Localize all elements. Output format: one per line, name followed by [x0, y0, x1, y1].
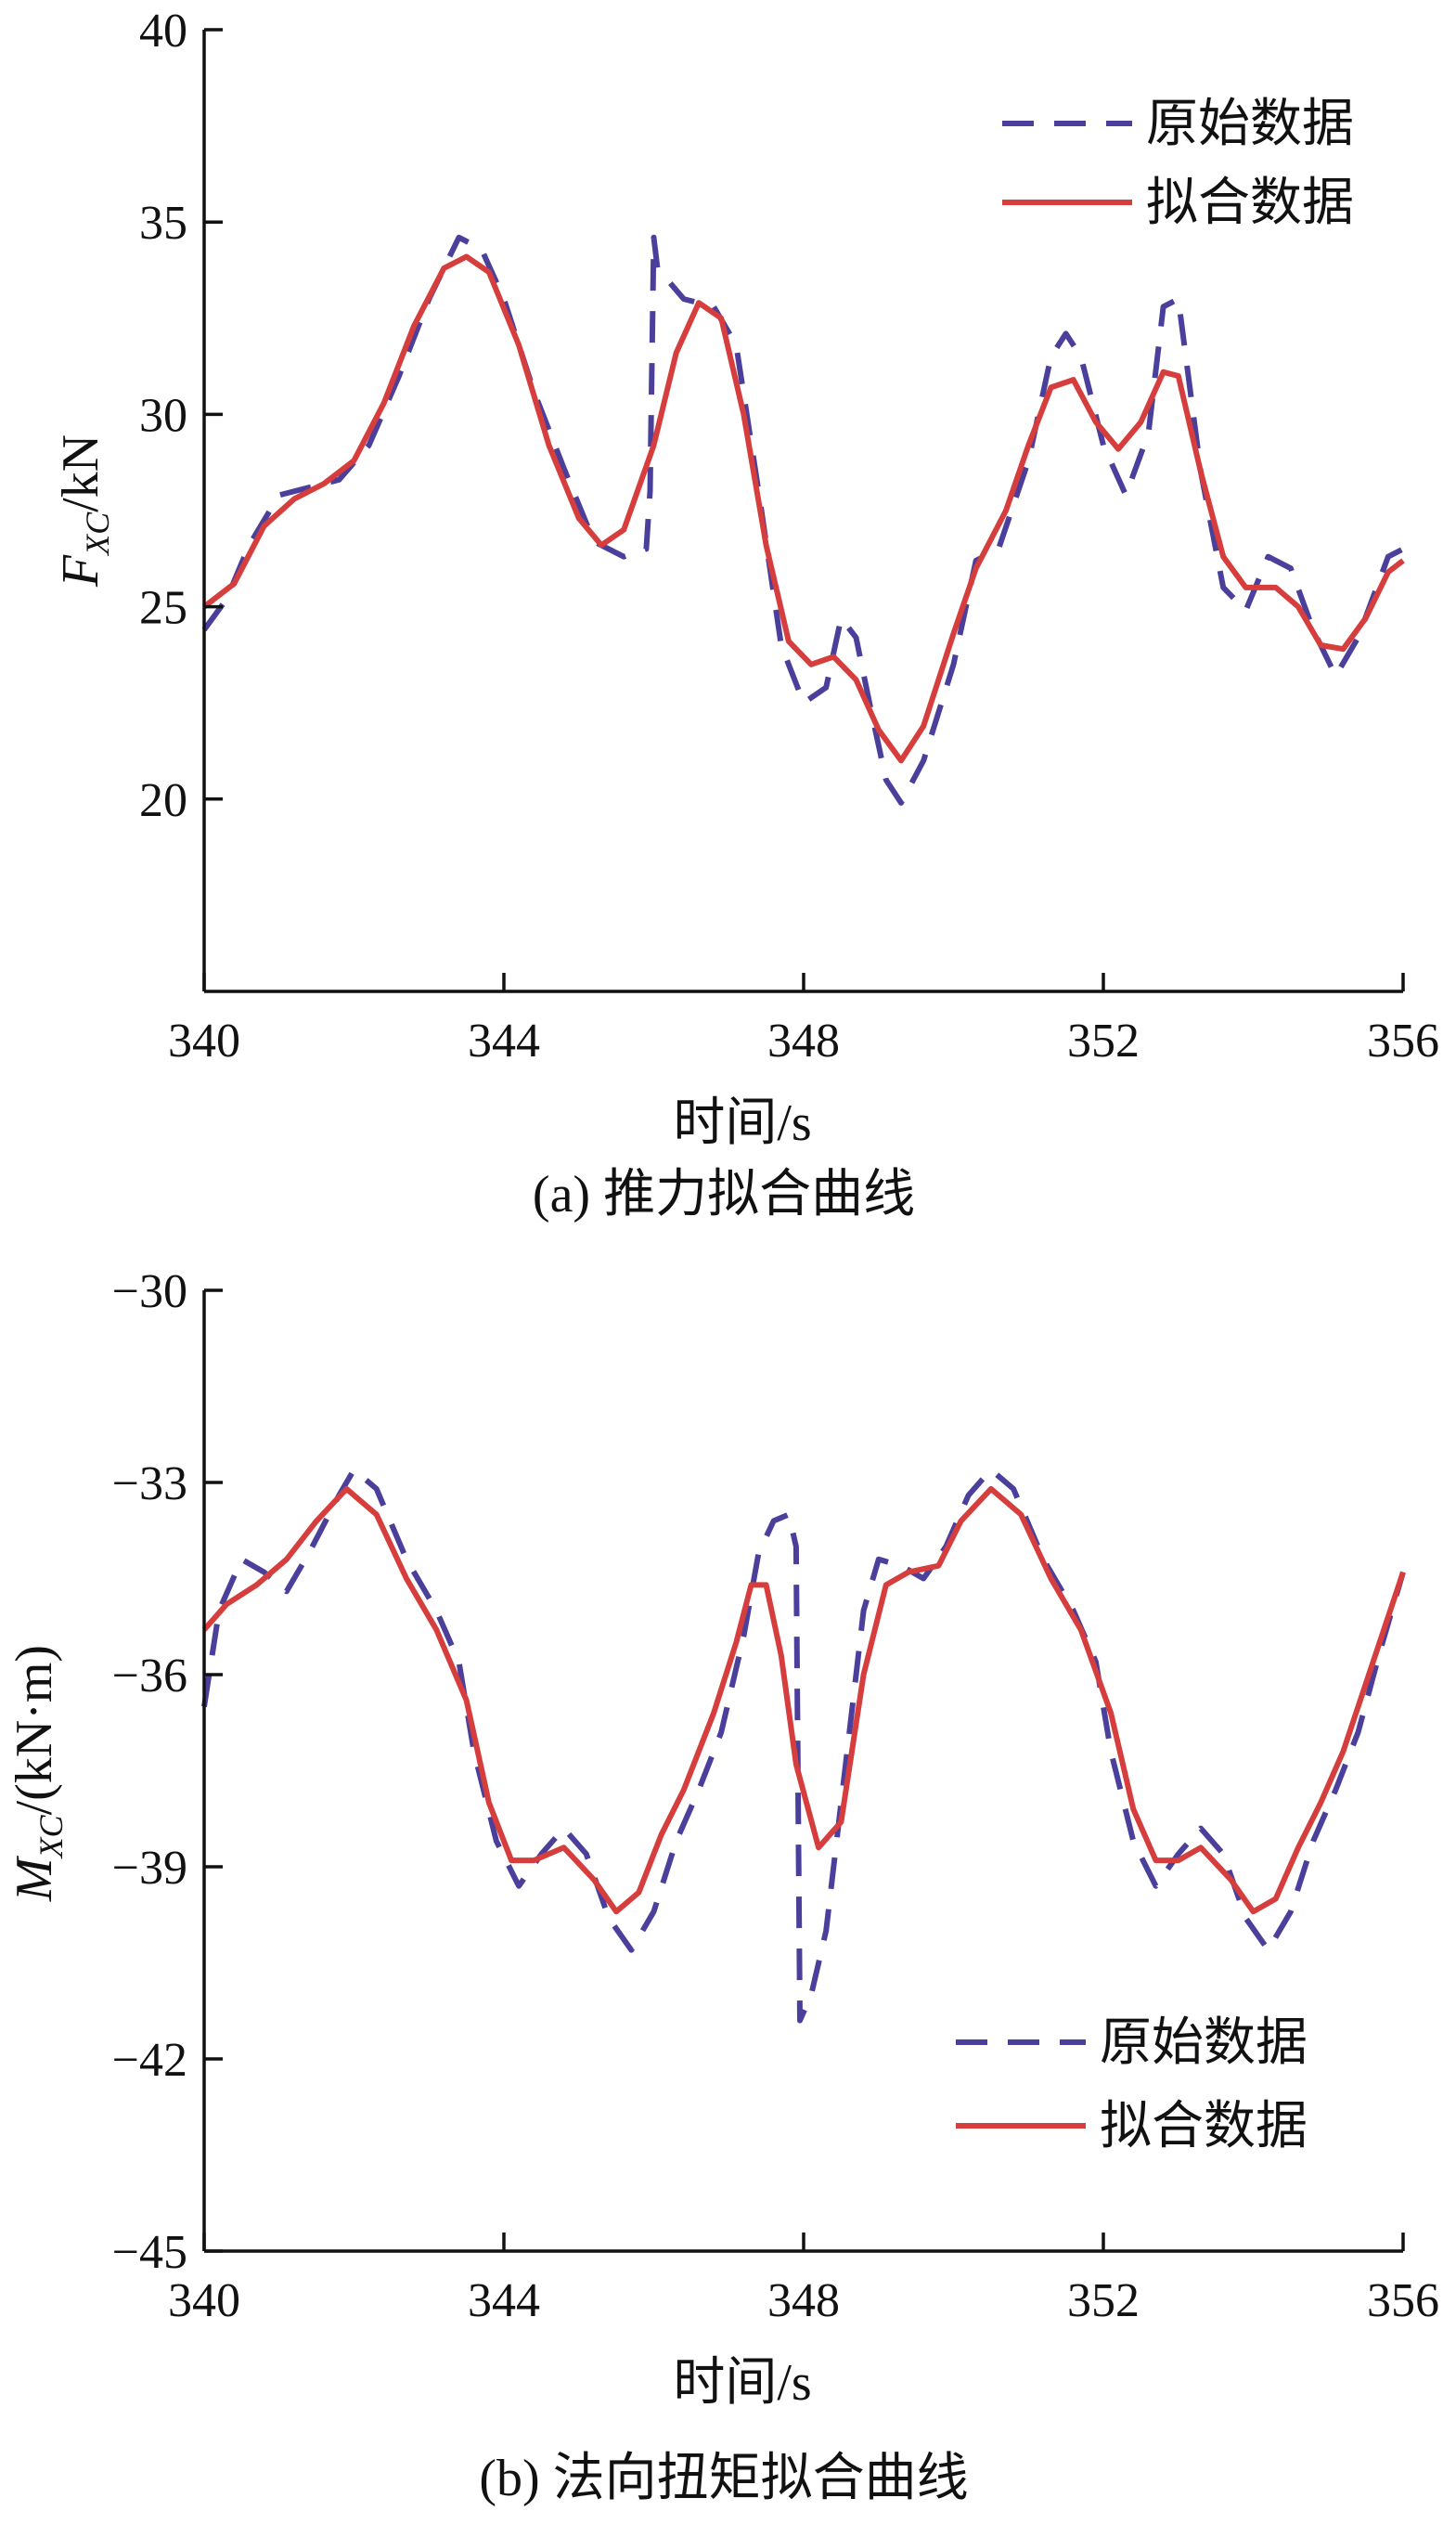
y-tick-label-a-4: 40: [139, 5, 187, 58]
x-tick-label-a-0: 340: [168, 1015, 240, 1068]
legend-label-fit-a: 拟合数据: [1146, 175, 1354, 232]
y-tick-label-b-4: −33: [112, 1457, 187, 1510]
y-tick-label-a-0: 20: [139, 774, 187, 827]
x-tick-label-b-0: 340: [168, 2274, 240, 2327]
series-line-raw-a: [201, 234, 1405, 806]
y-tick-label-a-1: 25: [139, 582, 187, 635]
x-tick-label-b-4: 356: [1367, 2274, 1439, 2327]
y-tick-label-b-3: −36: [112, 1650, 187, 1702]
chart-thrust-fit: 340 344 348 352 356 20 25 30 35 40 时间/s FXC/kN (a…: [52, 5, 1439, 1223]
x-tick-label-b-3: 352: [1067, 2274, 1140, 2327]
y-axis-title-subscript-a: XC: [79, 511, 116, 557]
plot-area-b: [201, 1467, 1406, 2024]
legend-label-raw-a: 原始数据: [1146, 96, 1354, 153]
y-tick-label-a-2: 30: [139, 389, 187, 442]
x-tick-label-a-1: 344: [468, 1015, 540, 1068]
ticks-a: 340 344 348 352 356 20 25 30 35 40: [139, 5, 1439, 1068]
caption-a: (a) 推力拟合曲线: [533, 1166, 915, 1223]
series-line-fit-b: [201, 1485, 1406, 1915]
legend-label-fit-b: 拟合数据: [1100, 2098, 1308, 2155]
caption-b: (b) 法向扭矩拟合曲线: [479, 2450, 968, 2507]
x-tick-label-b-1: 344: [468, 2274, 540, 2327]
y-tick-label-b-5: −30: [112, 1265, 187, 1318]
y-axis-title-a: FXC/kN: [52, 434, 116, 588]
x-tick-label-a-4: 356: [1367, 1015, 1439, 1068]
x-tick-label-a-2: 348: [767, 1015, 840, 1068]
y-axis-title-subscript-b: XC: [32, 1814, 70, 1859]
y-axis-title-symbol-a: F: [52, 554, 110, 588]
y-axis-title-unit-b: /(kN·m): [6, 1645, 63, 1816]
y-tick-label-b-2: −39: [112, 1842, 187, 1895]
y-tick-label-b-0: −45: [112, 2226, 187, 2279]
legend-b: 原始数据 拟合数据: [956, 2014, 1308, 2155]
legend-label-raw-b: 原始数据: [1100, 2014, 1308, 2072]
y-axis-title-symbol-b: M: [6, 1855, 63, 1902]
x-axis-title-b: 时间/s: [673, 2354, 811, 2412]
series-line-raw-b: [201, 1467, 1406, 2024]
y-tick-label-b-1: −42: [112, 2034, 187, 2087]
y-axis-title-b: MXC/(kN·m): [6, 1645, 70, 1902]
y-axis-title-unit-a: /kN: [52, 434, 110, 512]
plot-area-a: [201, 234, 1405, 806]
ticks-b: 340 344 348 352 356 −45 −42 −39 −36 −33 −30: [112, 1265, 1439, 2327]
x-tick-label-a-3: 352: [1067, 1015, 1140, 1068]
x-axis-title-a: 时间/s: [673, 1094, 811, 1152]
y-tick-label-a-3: 35: [139, 197, 187, 250]
chart-torque-fit: 340 344 348 352 356 −45 −42 −39 −36 −33 −30 时间/s M…: [6, 1265, 1439, 2507]
legend-a: 原始数据 拟合数据: [1002, 96, 1354, 232]
x-tick-label-b-2: 348: [767, 2274, 840, 2327]
series-line-fit-a: [202, 253, 1405, 764]
